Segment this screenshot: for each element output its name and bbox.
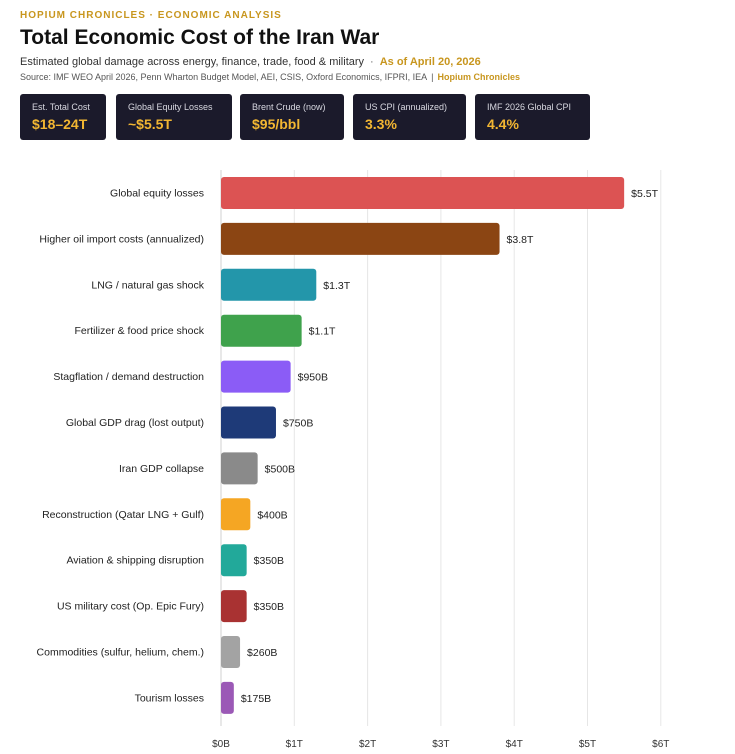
category-label: LNG / natural gas shock <box>91 279 204 291</box>
data-label: $350B <box>254 601 284 613</box>
category-label: Fertilizer & food price shock <box>74 325 204 337</box>
category-label: Iran GDP collapse <box>119 463 204 475</box>
stat-card-equity-losses: Global Equity Losses ~$5.5T <box>116 94 232 140</box>
x-tick-label: $3T <box>432 739 449 750</box>
subtitle: Estimated global damage across energy, f… <box>20 56 481 68</box>
data-label: $500B <box>265 463 295 475</box>
stat-card-brent-crude: Brent Crude (now) $95/bbl <box>240 94 344 140</box>
bar <box>221 314 302 347</box>
stat-value: $18–24T <box>32 116 88 132</box>
x-tick-label: $2T <box>359 739 376 750</box>
bar <box>221 268 317 301</box>
category-label: Reconstruction (Qatar LNG + Gulf) <box>42 509 204 521</box>
x-tick-label: $4T <box>506 739 523 750</box>
bar <box>221 636 241 668</box>
data-label: $1.3T <box>323 280 350 292</box>
category-label: Aviation & shipping disruption <box>66 555 204 567</box>
category-label: Global GDP drag (lost output) <box>66 417 204 429</box>
bar <box>221 452 258 485</box>
category-label: Tourism losses <box>135 692 204 704</box>
stat-label: Global Equity Losses <box>128 102 213 112</box>
bar <box>221 590 247 623</box>
stat-card-global-cpi: IMF 2026 Global CPI 4.4% <box>475 94 590 140</box>
x-tick-label: $5T <box>579 739 596 750</box>
category-label: Commodities (sulfur, helium, chem.) <box>37 647 204 659</box>
as-of-date: As of April 20, 2026 <box>379 56 481 68</box>
category-label: Higher oil import costs (annualized) <box>39 233 204 245</box>
stat-value: 3.3% <box>365 116 397 132</box>
bar <box>221 544 247 577</box>
x-tick-label: $0B <box>212 739 230 750</box>
stat-label: US CPI (annualized) <box>365 102 448 112</box>
source-pipe: | <box>431 72 434 82</box>
stat-value: ~$5.5T <box>128 116 172 132</box>
bar <box>221 681 234 714</box>
subtitle-separator: · <box>370 56 374 68</box>
x-tick-label: $6T <box>652 739 669 750</box>
bar <box>221 177 625 209</box>
stat-value: $95/bbl <box>252 116 301 132</box>
data-label: $400B <box>257 509 287 521</box>
data-label: $5.5T <box>631 188 658 200</box>
stat-value: 4.4% <box>487 116 519 132</box>
bar-chart: $0B $1T $2T $3T $4T $5T $6T Global equity losse… <box>37 170 669 750</box>
stat-label: Est. Total Cost <box>32 102 90 112</box>
data-label: $1.1T <box>309 326 336 338</box>
data-label: $3.8T <box>507 234 534 246</box>
data-label: $175B <box>241 693 271 705</box>
source-line: Source: IMF WEO April 2026, Penn Wharton… <box>20 72 520 82</box>
category-label: Stagflation / demand destruction <box>53 371 204 383</box>
stat-label: IMF 2026 Global CPI <box>487 102 572 112</box>
stat-card-us-cpi: US CPI (annualized) 3.3% <box>353 94 466 140</box>
stat-label: Brent Crude (now) <box>252 102 326 112</box>
source-text: Source: IMF WEO April 2026, Penn Wharton… <box>20 72 428 82</box>
bar <box>221 406 276 439</box>
brand-name: Hopium Chronicles <box>437 72 521 82</box>
data-label: $260B <box>247 647 277 659</box>
stat-card-total-cost: Est. Total Cost $18–24T <box>20 94 106 140</box>
kicker: HOPIUM CHRONICLES · ECONOMIC ANALYSIS <box>20 10 282 21</box>
bar <box>221 498 251 531</box>
bar <box>221 360 291 393</box>
x-tick-label: $1T <box>286 739 303 750</box>
bar <box>221 222 500 255</box>
page-title: Total Economic Cost of the Iran War <box>20 26 380 49</box>
category-label: US military cost (Op. Epic Fury) <box>57 601 204 613</box>
data-label: $950B <box>298 372 328 384</box>
subtitle-text: Estimated global damage across energy, f… <box>20 56 365 68</box>
data-label: $750B <box>283 418 313 430</box>
data-label: $350B <box>254 555 284 567</box>
category-label: Global equity losses <box>110 188 204 200</box>
